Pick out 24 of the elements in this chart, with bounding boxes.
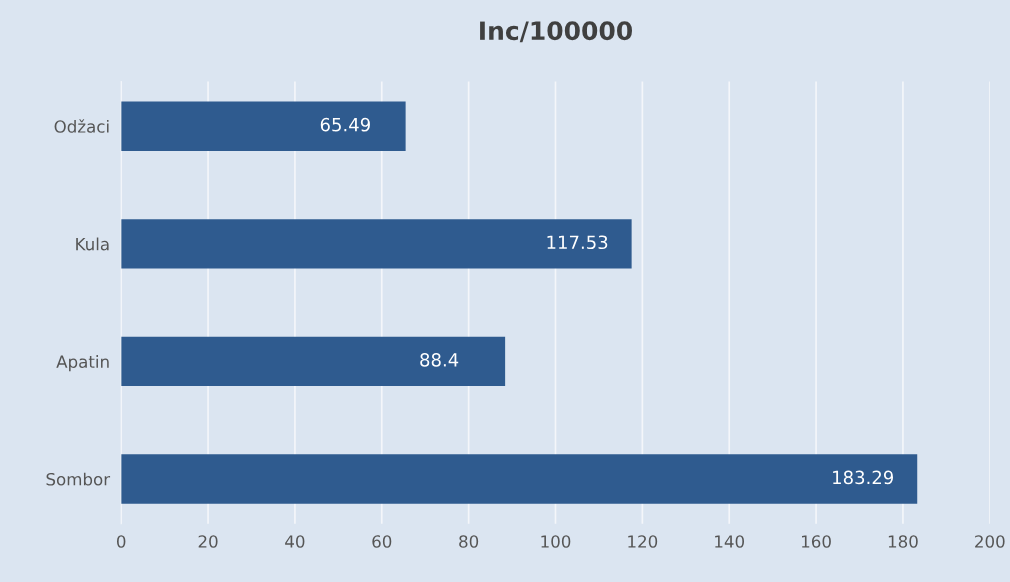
x-tick-label: 60 xyxy=(372,535,392,548)
y-tick-label: Odžaci xyxy=(54,119,109,133)
x-tick-label: 0 xyxy=(117,535,126,548)
data-label: 117.53 xyxy=(547,235,608,250)
x-tick-label: 20 xyxy=(198,535,218,548)
y-tick-label: Kula xyxy=(76,237,109,251)
bar xyxy=(121,101,406,151)
x-tick-label: 40 xyxy=(285,535,305,548)
x-tick-label: 120 xyxy=(628,535,658,548)
y-tick-label: Apatin xyxy=(56,355,109,372)
x-tick-label: 200 xyxy=(975,535,1005,548)
bar xyxy=(121,454,918,504)
x-tick-label: 160 xyxy=(802,535,831,548)
data-label: 65.49 xyxy=(320,117,370,132)
y-tick-label: Sombor xyxy=(46,472,111,486)
data-label: 88.4 xyxy=(420,353,459,367)
x-tick-label: 180 xyxy=(888,535,918,548)
data-label: 183.29 xyxy=(833,470,894,485)
bar xyxy=(121,336,506,387)
x-tick-label: 80 xyxy=(459,535,479,548)
chart-title: Inc/100000 xyxy=(480,21,633,43)
x-tick-label: 100 xyxy=(541,535,571,548)
x-tick-label: 140 xyxy=(715,535,745,548)
bar xyxy=(121,219,632,269)
